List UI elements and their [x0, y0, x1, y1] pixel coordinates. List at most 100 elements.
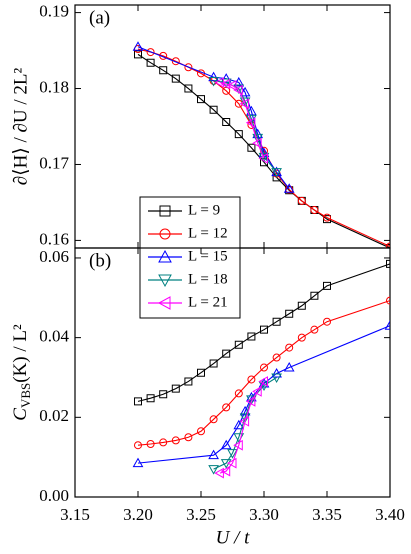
- marker: [272, 317, 281, 326]
- marker: [283, 183, 295, 193]
- y-label-main: C: [10, 408, 31, 421]
- y-tick-label: 0.16: [39, 229, 69, 248]
- x-tick-label: 3.30: [249, 505, 279, 524]
- series-line: [213, 377, 277, 470]
- x-tick-label: 3.25: [186, 505, 216, 524]
- marker: [208, 449, 219, 460]
- x-tick-label: 3.40: [375, 505, 405, 524]
- marker: [222, 403, 231, 412]
- marker: [260, 325, 268, 334]
- marker: [271, 373, 282, 383]
- marker: [310, 206, 319, 215]
- marker: [297, 301, 306, 310]
- x-tick-label: 3.20: [123, 505, 153, 524]
- marker: [258, 376, 268, 387]
- marker: [184, 84, 193, 93]
- marker: [233, 76, 245, 87]
- x-tick-label: 3.15: [60, 505, 90, 524]
- y-tick-label: 0.06: [39, 247, 69, 266]
- legend-label: L = 9: [188, 202, 220, 218]
- marker: [159, 438, 168, 447]
- series-line: [137, 325, 390, 464]
- y-tick-label: 0.17: [39, 153, 69, 172]
- marker: [386, 259, 390, 268]
- marker: [132, 41, 144, 51]
- marker: [233, 439, 243, 451]
- marker: [247, 143, 256, 152]
- marker: [297, 333, 306, 342]
- legend-marker: [158, 249, 172, 263]
- marker: [310, 291, 319, 300]
- marker: [234, 340, 243, 349]
- x-tick-label: 3.35: [312, 505, 342, 524]
- legend-label: L = 12: [188, 225, 228, 241]
- marker: [171, 436, 180, 445]
- marker: [171, 384, 180, 393]
- marker: [226, 80, 237, 91]
- y-tick-label: 0.19: [39, 2, 69, 21]
- y-tick-label: 0.02: [39, 406, 69, 425]
- y-axis-label: ∂⟨H⟩ / ∂U / 2L²: [10, 67, 31, 185]
- marker: [271, 367, 282, 378]
- marker: [234, 130, 243, 139]
- marker: [134, 50, 142, 59]
- marker: [386, 242, 390, 248]
- marker: [245, 117, 256, 129]
- marker: [386, 296, 390, 305]
- marker: [233, 84, 243, 96]
- marker: [245, 396, 256, 407]
- marker: [272, 353, 281, 362]
- legend-marker: [159, 228, 171, 240]
- plot-area: [132, 259, 390, 479]
- marker: [159, 66, 168, 75]
- marker: [234, 99, 243, 108]
- marker: [227, 449, 238, 459]
- marker: [260, 363, 269, 372]
- marker: [209, 415, 218, 424]
- marker: [239, 86, 251, 97]
- marker: [220, 439, 232, 450]
- marker: [323, 213, 332, 222]
- y-tick-label: 0.00: [39, 486, 69, 505]
- marker: [310, 325, 319, 334]
- marker: [285, 309, 294, 318]
- marker: [323, 317, 332, 326]
- series-line: [137, 48, 390, 247]
- marker: [197, 427, 206, 436]
- x-axis-label: U / t: [216, 527, 251, 548]
- marker: [197, 368, 205, 377]
- marker: [184, 433, 193, 442]
- panel-label: (a): [89, 7, 110, 28]
- marker: [234, 389, 243, 398]
- marker: [214, 467, 224, 479]
- y-tick-label: 0.04: [39, 327, 69, 346]
- marker: [209, 105, 218, 114]
- marker: [384, 320, 390, 330]
- marker: [239, 415, 250, 427]
- marker: [184, 63, 193, 72]
- panel-label: (b): [89, 250, 111, 271]
- marker: [246, 105, 257, 116]
- marker: [233, 419, 245, 430]
- marker: [247, 375, 256, 384]
- marker: [252, 133, 264, 144]
- marker: [171, 57, 180, 66]
- plot-frame: [74, 247, 391, 498]
- y-label-rest: (K) / L²: [10, 324, 31, 383]
- marker: [252, 137, 262, 149]
- marker: [146, 48, 155, 57]
- marker: [247, 332, 256, 341]
- marker: [252, 386, 262, 397]
- marker: [283, 362, 295, 372]
- marker: [171, 74, 180, 83]
- marker: [297, 196, 306, 205]
- marker: [271, 168, 282, 178]
- marker: [197, 95, 205, 104]
- series-line: [137, 263, 390, 402]
- marker: [146, 58, 155, 67]
- marker: [159, 390, 168, 399]
- marker: [323, 281, 331, 290]
- marker: [208, 71, 219, 82]
- legend-marker: [159, 205, 171, 217]
- legend-marker: [157, 296, 171, 310]
